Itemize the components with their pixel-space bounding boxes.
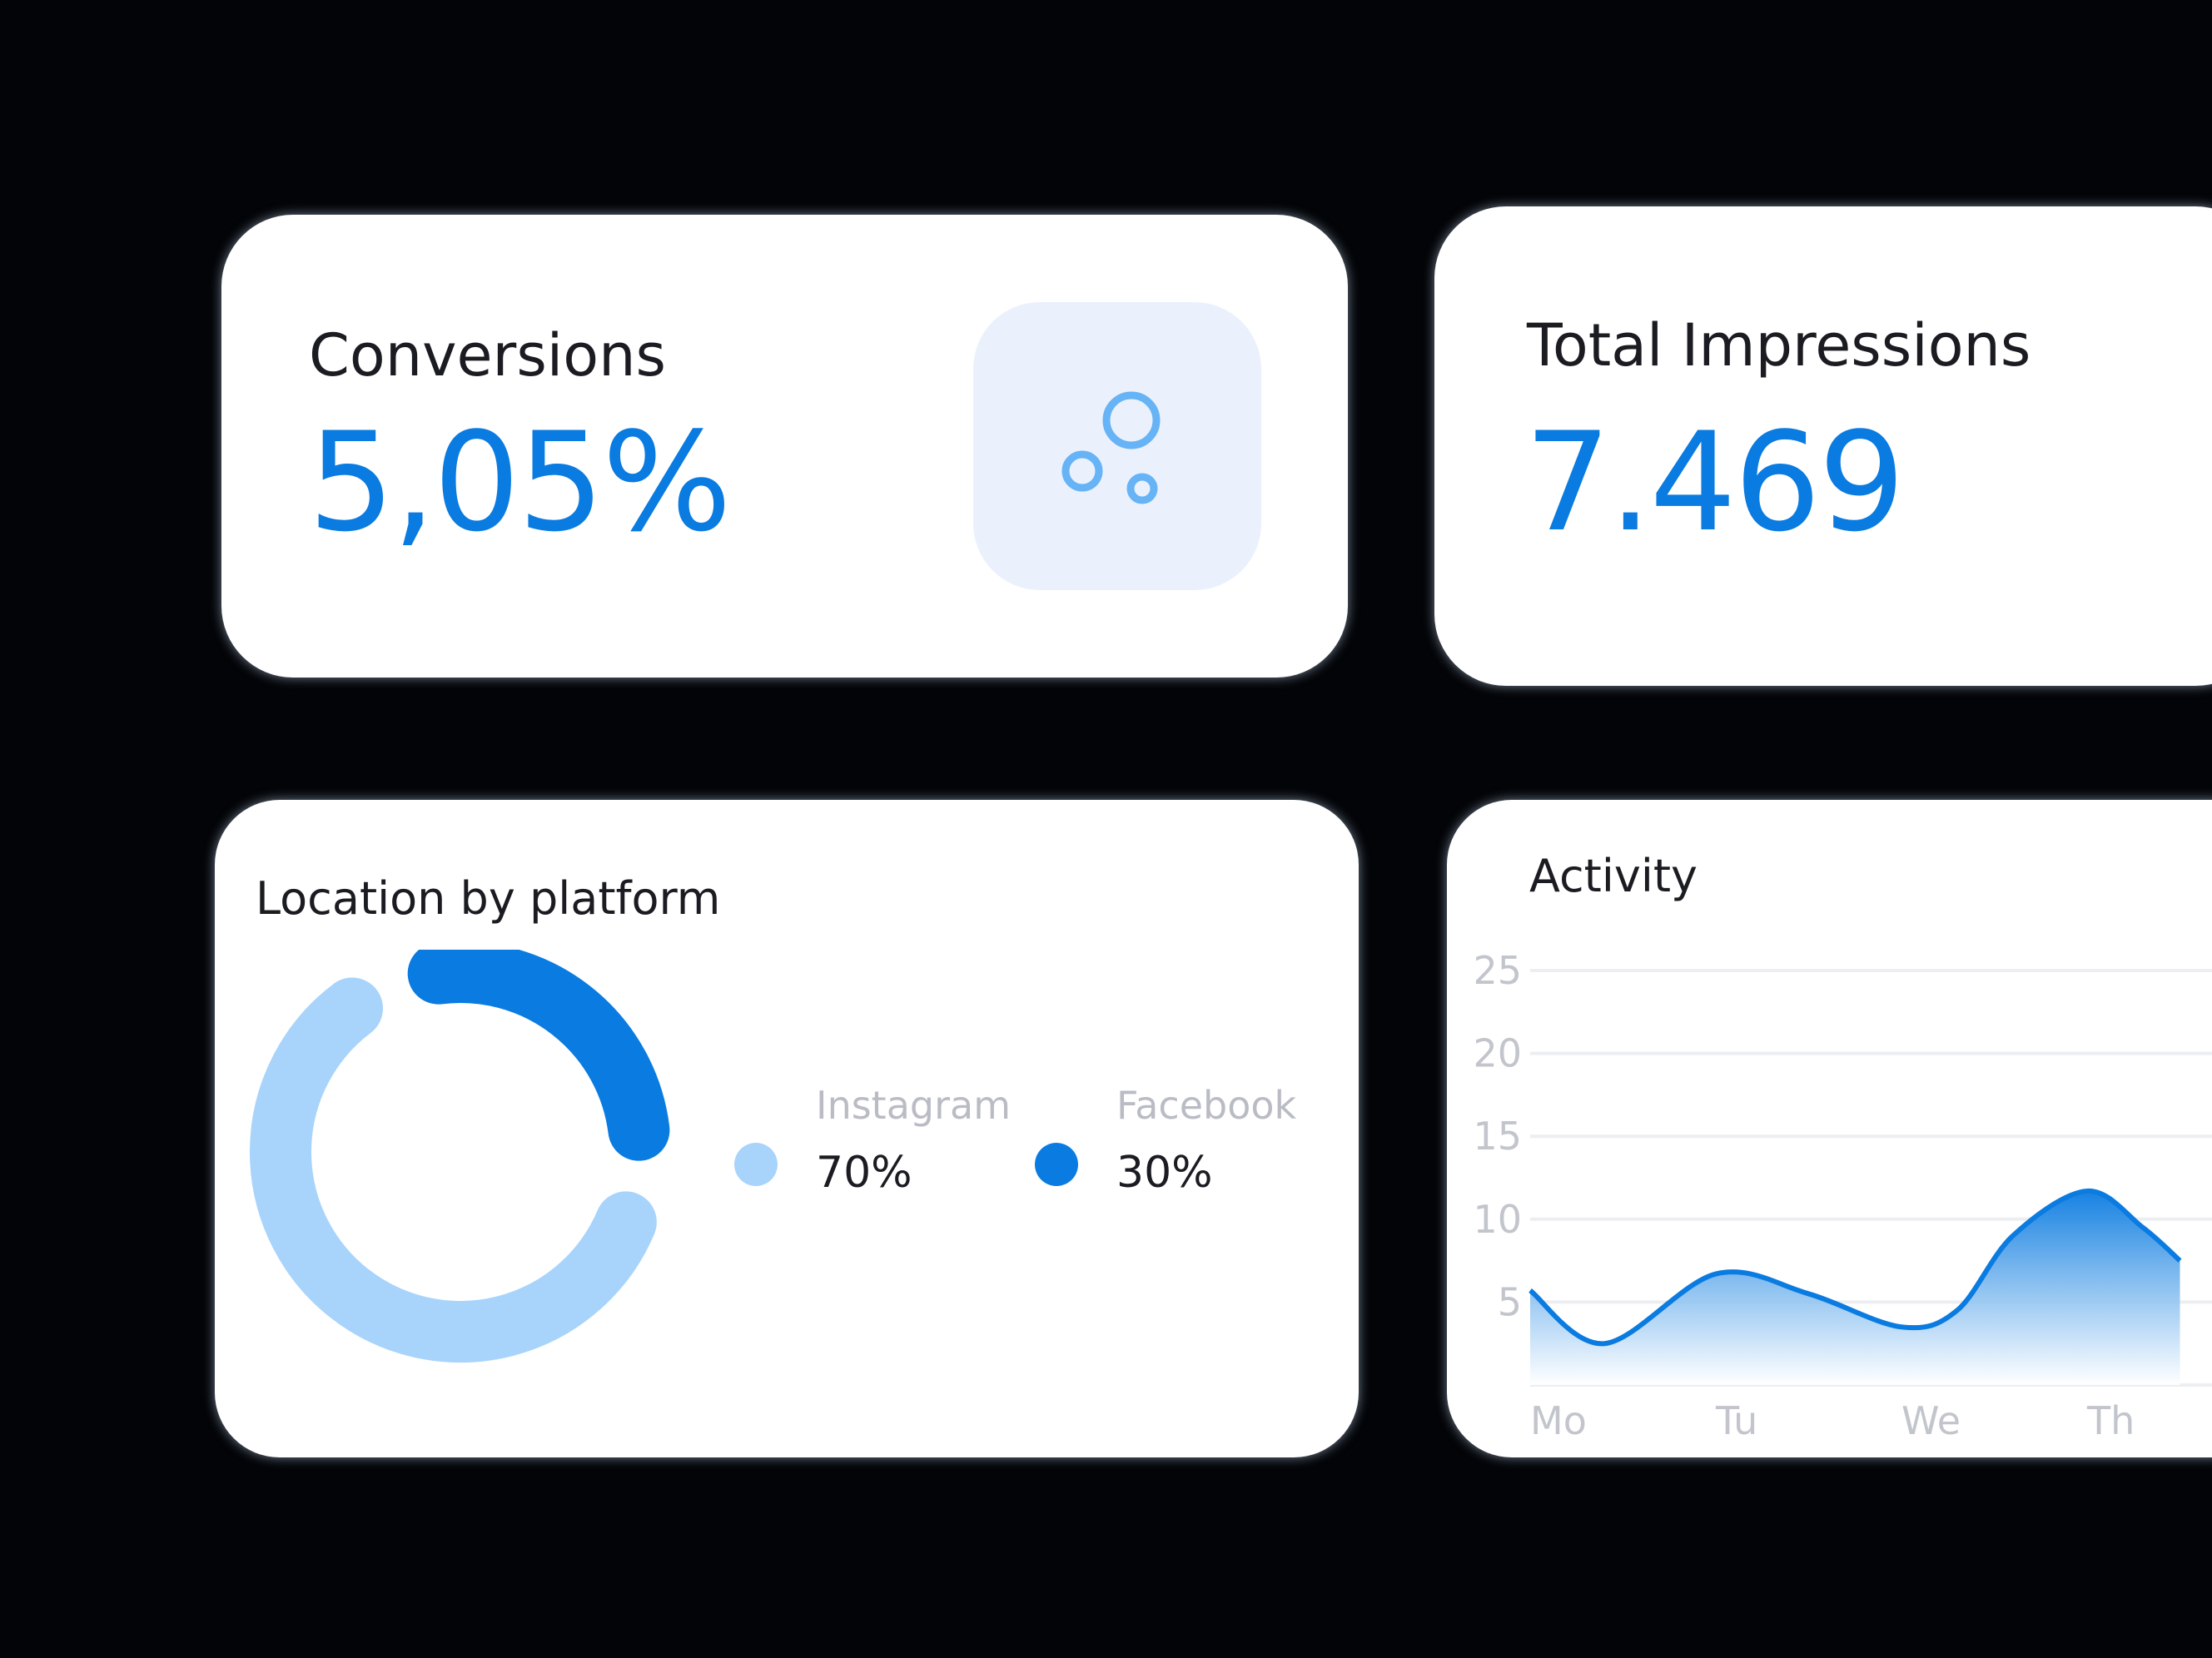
donut-slice-instagram xyxy=(250,977,657,1363)
legend-value-instagram: 70% xyxy=(816,1148,912,1198)
donut-slice-facebook xyxy=(407,950,670,1161)
legend-label-facebook: Facebook xyxy=(1116,1083,1297,1128)
conversions-icon-tile xyxy=(973,302,1261,590)
activity-area-fill xyxy=(1530,1190,2180,1385)
legend-dot-facebook xyxy=(1035,1143,1078,1186)
impressions-label: Total Impressions xyxy=(1527,311,2031,380)
y-tick-label: 10 xyxy=(1473,1197,1522,1242)
y-tick-label: 25 xyxy=(1473,948,1522,993)
impressions-card: Total Impressions 7.469 xyxy=(1434,206,2212,686)
conversions-value: 5,05% xyxy=(308,403,732,562)
x-tick-label: Mo xyxy=(1530,1398,1587,1443)
y-tick-label: 15 xyxy=(1473,1114,1522,1159)
conversions-card: Conversions 5,05% xyxy=(221,215,1348,678)
legend-label-instagram: Instagram xyxy=(816,1083,1012,1128)
x-tick-label: We xyxy=(1901,1398,1961,1443)
activity-area-chart: 25 20 15 10 5 Mo Tu We Th xyxy=(1473,948,2212,1443)
x-tick-label: Tu xyxy=(1715,1398,1757,1443)
activity-card: Activity 25 20 15 10 5 Mo Tu We Th xyxy=(1447,800,2212,1457)
legend-dot-instagram xyxy=(734,1143,778,1186)
y-tick-label: 5 xyxy=(1498,1279,1522,1324)
conversions-label: Conversions xyxy=(309,321,666,390)
bubbles-icon xyxy=(1061,391,1161,504)
platform-donut-chart xyxy=(250,950,670,1363)
impressions-value: 7.469 xyxy=(1524,403,1905,562)
location-card: Location by platform Instagram 70% Faceb… xyxy=(215,800,1359,1457)
activity-series-line xyxy=(1529,1188,2182,1347)
activity-title: Activity xyxy=(1529,850,1698,902)
y-tick-label: 20 xyxy=(1473,1031,1522,1076)
legend-value-facebook: 30% xyxy=(1116,1148,1213,1198)
x-tick-label: Th xyxy=(2086,1398,2135,1443)
location-title: Location by platform xyxy=(256,872,721,925)
